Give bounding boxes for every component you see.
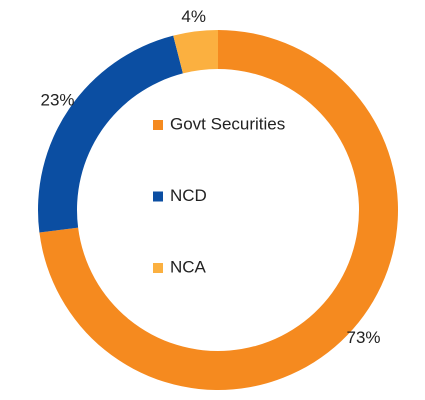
legend-swatch bbox=[153, 120, 163, 130]
legend-swatch bbox=[153, 191, 163, 202]
legend-label: NCD bbox=[170, 186, 207, 205]
value-label: 4% bbox=[181, 7, 206, 26]
slice bbox=[37, 35, 183, 233]
legend-label: Govt Securities bbox=[170, 114, 285, 133]
slice bbox=[173, 30, 218, 74]
legend-label: NCA bbox=[170, 257, 207, 276]
legend-swatch bbox=[153, 263, 163, 273]
value-label: 73% bbox=[347, 328, 381, 347]
value-label: 23% bbox=[41, 90, 75, 109]
